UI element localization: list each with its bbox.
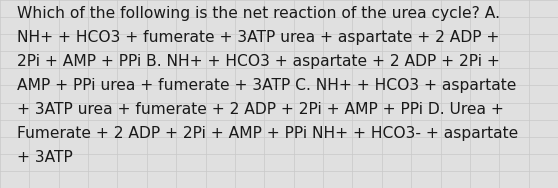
Text: + 3ATP: + 3ATP — [17, 150, 73, 165]
Text: + 3ATP urea + fumerate + 2 ADP + 2Pi + AMP + PPi D. Urea +: + 3ATP urea + fumerate + 2 ADP + 2Pi + A… — [17, 102, 504, 117]
Text: 2Pi + AMP + PPi B. NH+ + HCO3 + aspartate + 2 ADP + 2Pi +: 2Pi + AMP + PPi B. NH+ + HCO3 + aspartat… — [17, 54, 499, 69]
Text: Fumerate + 2 ADP + 2Pi + AMP + PPi NH+ + HCO3- + aspartate: Fumerate + 2 ADP + 2Pi + AMP + PPi NH+ +… — [17, 126, 518, 141]
Text: Which of the following is the net reaction of the urea cycle? A.: Which of the following is the net reacti… — [17, 6, 500, 21]
Text: AMP + PPi urea + fumerate + 3ATP C. NH+ + HCO3 + aspartate: AMP + PPi urea + fumerate + 3ATP C. NH+ … — [17, 78, 516, 93]
Text: NH+ + HCO3 + fumerate + 3ATP urea + aspartate + 2 ADP +: NH+ + HCO3 + fumerate + 3ATP urea + aspa… — [17, 30, 499, 45]
